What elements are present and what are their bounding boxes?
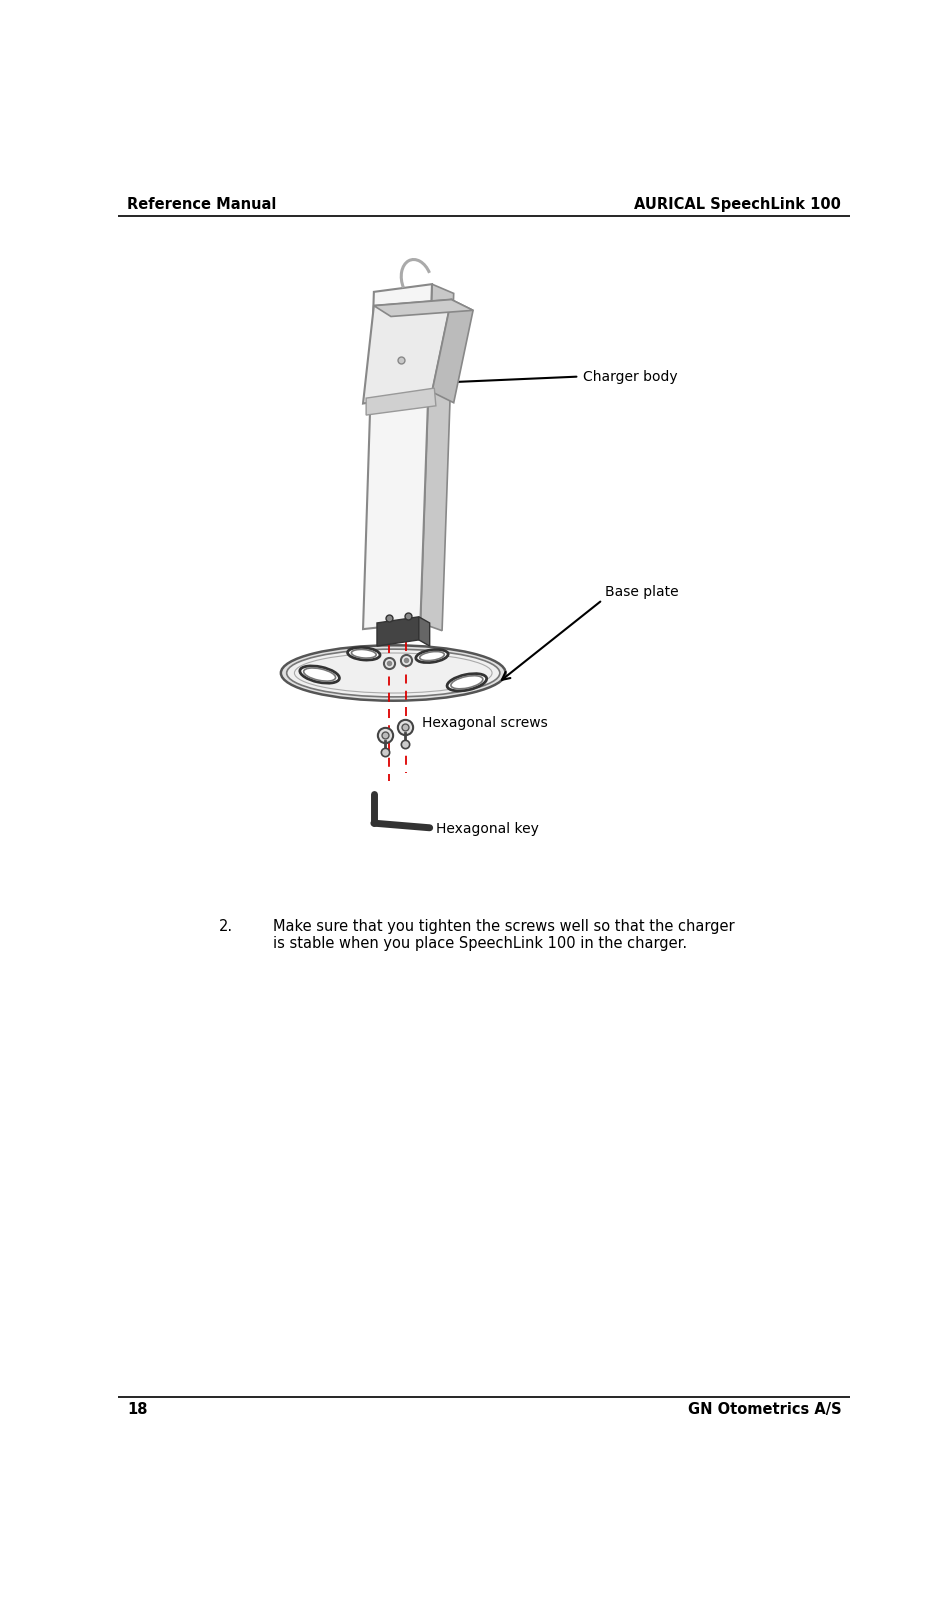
Polygon shape bbox=[431, 299, 473, 403]
Ellipse shape bbox=[286, 649, 499, 697]
Text: Hexagonal key: Hexagonal key bbox=[435, 823, 538, 836]
Ellipse shape bbox=[280, 646, 505, 702]
Text: Hexagonal screws: Hexagonal screws bbox=[421, 716, 548, 730]
Polygon shape bbox=[374, 299, 473, 316]
Text: Base plate: Base plate bbox=[604, 585, 678, 599]
Text: Charger body: Charger body bbox=[582, 369, 677, 384]
Text: 18: 18 bbox=[127, 1403, 148, 1417]
Text: AURICAL SpeechLink 100: AURICAL SpeechLink 100 bbox=[633, 197, 840, 211]
Text: GN Otometrics A/S: GN Otometrics A/S bbox=[687, 1403, 840, 1417]
Ellipse shape bbox=[415, 649, 447, 663]
Polygon shape bbox=[418, 617, 430, 646]
Polygon shape bbox=[377, 617, 418, 646]
Polygon shape bbox=[362, 299, 451, 404]
Ellipse shape bbox=[299, 666, 339, 684]
Text: Make sure that you tighten the screws well so that the charger: Make sure that you tighten the screws we… bbox=[273, 919, 734, 935]
Polygon shape bbox=[420, 284, 453, 631]
Polygon shape bbox=[365, 388, 435, 415]
Text: is stable when you place SpeechLink 100 in the charger.: is stable when you place SpeechLink 100 … bbox=[273, 936, 686, 951]
Ellipse shape bbox=[347, 647, 379, 660]
Text: 2.: 2. bbox=[219, 919, 233, 935]
Ellipse shape bbox=[447, 674, 486, 690]
Polygon shape bbox=[362, 284, 431, 630]
Text: Reference Manual: Reference Manual bbox=[127, 197, 277, 211]
